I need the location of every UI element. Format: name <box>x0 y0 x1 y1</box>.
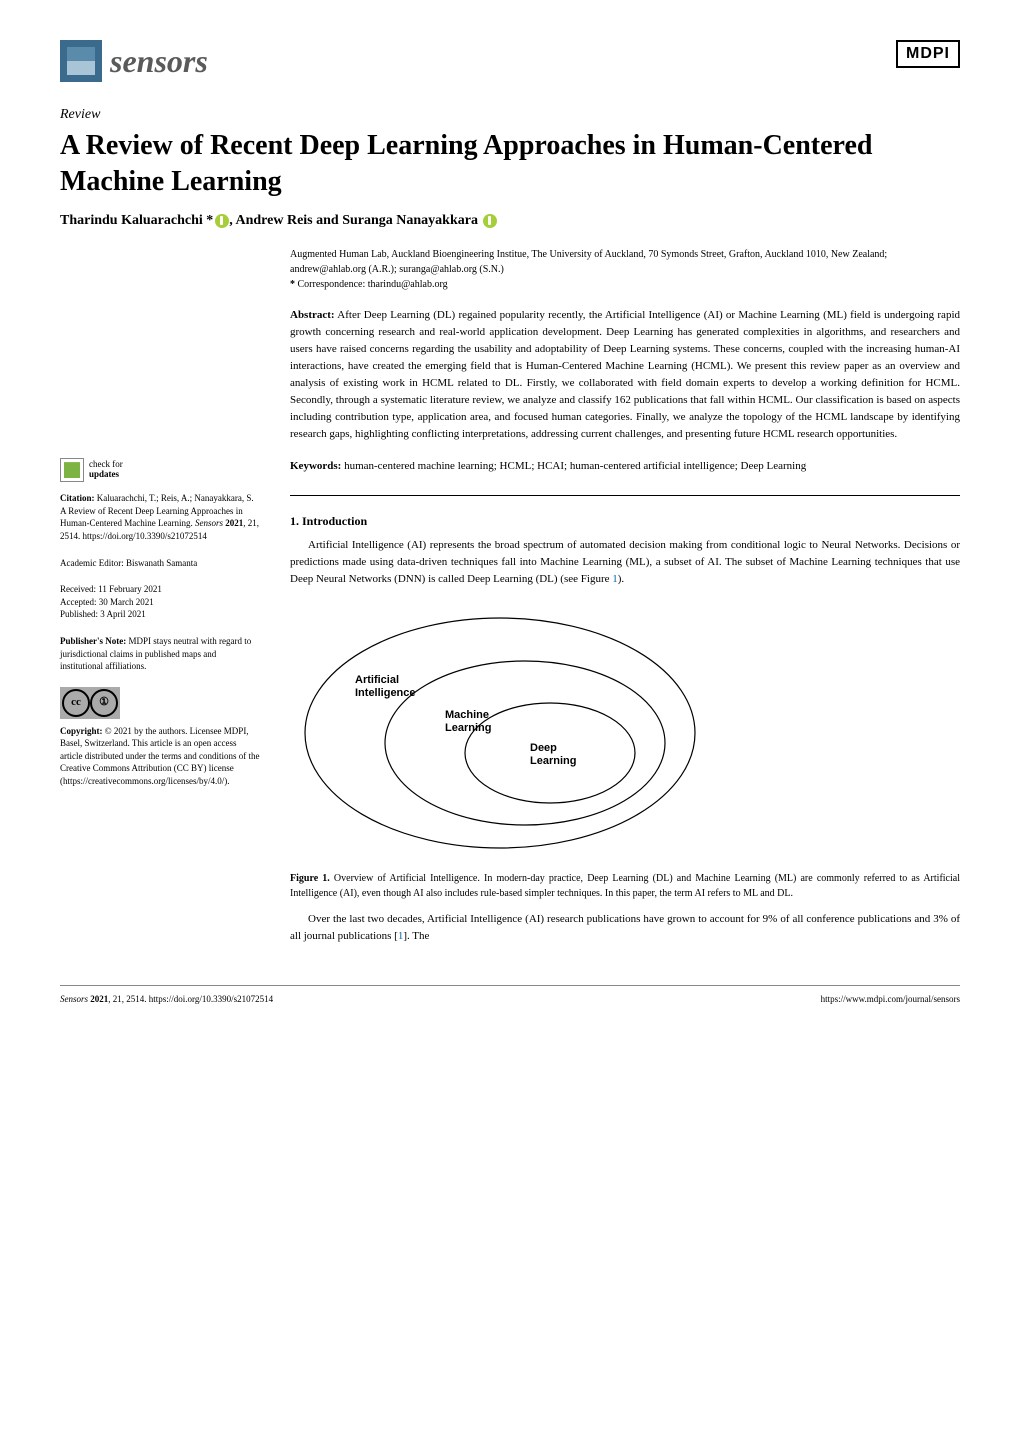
correspondence-text: Correspondence: tharindu@ahlab.org <box>295 279 448 290</box>
cc-license-icon: cc ① <box>60 687 120 719</box>
citation-year: 2021 <box>225 518 243 528</box>
footer-year: 2021 <box>90 994 108 1004</box>
received-date: 11 February 2021 <box>98 584 162 594</box>
published-date: 3 April 2021 <box>100 609 146 619</box>
check-updates-text: check for updates <box>89 460 123 480</box>
correspondence-line: * Correspondence: tharindu@ahlab.org <box>290 277 960 292</box>
figure-1-caption-text: Overview of Artificial Intelligence. In … <box>290 873 960 899</box>
editor-label: Academic Editor: <box>60 558 126 568</box>
para2-text: Over the last two decades, Artificial In… <box>290 913 960 942</box>
by-icon: ① <box>90 689 118 717</box>
article-type-label: Review <box>60 107 960 123</box>
keywords-block: Keywords: human-centered machine learnin… <box>290 458 960 475</box>
article-title: A Review of Recent Deep Learning Approac… <box>60 128 960 201</box>
license-block: cc ① Copyright: © 2021 by the authors. L… <box>60 687 260 788</box>
check-updates-icon <box>60 458 84 482</box>
section-1-para-1: Artificial Intelligence (AI) represents … <box>290 537 960 588</box>
published-label: Published: <box>60 609 100 619</box>
author-primary: Tharindu Kaluarachchi * <box>60 213 213 228</box>
svg-text:Learning: Learning <box>530 755 576 767</box>
publishers-note-block: Publisher's Note: MDPI stays neutral wit… <box>60 635 260 673</box>
check-updates-line2: updates <box>89 470 123 480</box>
orcid-icon <box>483 214 497 228</box>
publisher-logo: MDPI <box>896 40 960 68</box>
figure-1-svg: ArtificialIntelligenceMachineLearningDee… <box>290 603 710 863</box>
affiliation-text: Augmented Human Lab, Auckland Bioenginee… <box>290 247 960 277</box>
abstract-block: Abstract: After Deep Learning (DL) regai… <box>260 307 960 443</box>
abstract-label: Abstract: <box>290 309 335 321</box>
copyright-text-block: Copyright: © 2021 by the authors. Licens… <box>60 725 260 788</box>
publishers-note-label: Publisher's Note: <box>60 636 126 646</box>
figure-1-caption-label: Figure 1. <box>290 873 330 884</box>
citation-block: Citation: Kaluarachchi, T.; Reis, A.; Na… <box>60 492 260 542</box>
footer-journal: Sensors <box>60 994 90 1004</box>
citation-label: Citation: <box>60 493 95 503</box>
footer-right[interactable]: https://www.mdpi.com/journal/sensors <box>821 994 960 1004</box>
keywords-text: human-centered machine learning; HCML; H… <box>341 460 806 472</box>
citation-journal: Sensors <box>195 518 225 528</box>
journal-logo-block: sensors <box>60 40 208 82</box>
divider-line <box>290 495 960 496</box>
check-updates-badge[interactable]: check for updates <box>60 458 260 482</box>
received-label: Received: <box>60 584 98 594</box>
svg-text:Deep: Deep <box>530 742 557 754</box>
abstract-text: After Deep Learning (DL) regained popula… <box>290 309 960 440</box>
orcid-icon <box>215 214 229 228</box>
affiliation-block: Augmented Human Lab, Auckland Bioenginee… <box>260 247 960 292</box>
published-line: Published: 3 April 2021 <box>60 608 260 621</box>
section-1-para-2: Over the last two decades, Artificial In… <box>290 911 960 945</box>
para1-text: Artificial Intelligence (AI) represents … <box>290 539 960 585</box>
footer: Sensors 2021, 21, 2514. https://doi.org/… <box>60 985 960 1004</box>
footer-details: , 21, 2514. https://doi.org/10.3390/s210… <box>108 994 273 1004</box>
figure-1-container: ArtificialIntelligenceMachineLearningDee… <box>290 603 960 901</box>
section-1-heading: 1. Introduction <box>290 514 960 529</box>
authors-rest: , Andrew Reis and Suranga Nanayakkara <box>229 213 481 228</box>
footer-left: Sensors 2021, 21, 2514. https://doi.org/… <box>60 994 273 1004</box>
accepted-label: Accepted: <box>60 597 99 607</box>
copyright-label: Copyright: <box>60 726 103 736</box>
svg-text:Learning: Learning <box>445 722 491 734</box>
accepted-date: 30 March 2021 <box>99 597 154 607</box>
editor-block: Academic Editor: Biswanath Samanta <box>60 557 260 570</box>
journal-name: sensors <box>110 43 208 80</box>
dates-block: Received: 11 February 2021 Accepted: 30 … <box>60 583 260 621</box>
svg-text:Intelligence: Intelligence <box>355 687 416 699</box>
keywords-label: Keywords: <box>290 460 341 472</box>
para2-end: ]. The <box>403 930 429 942</box>
header: sensors MDPI <box>60 40 960 82</box>
main-content: Keywords: human-centered machine learnin… <box>290 458 960 955</box>
figure-1-caption: Figure 1. Overview of Artificial Intelli… <box>290 871 960 901</box>
para1-end: ). <box>618 573 624 585</box>
sidebar: check for updates Citation: Kaluarachchi… <box>60 458 260 802</box>
received-line: Received: 11 February 2021 <box>60 583 260 596</box>
authors-line: Tharindu Kaluarachchi * , Andrew Reis and… <box>60 213 960 229</box>
svg-text:Artificial: Artificial <box>355 674 399 686</box>
cc-icon: cc <box>62 689 90 717</box>
sensors-logo-icon <box>60 40 102 82</box>
page: sensors MDPI Review A Review of Recent D… <box>0 0 1020 1034</box>
accepted-line: Accepted: 30 March 2021 <box>60 596 260 609</box>
editor-name: Biswanath Samanta <box>126 558 197 568</box>
svg-text:Machine: Machine <box>445 709 489 721</box>
